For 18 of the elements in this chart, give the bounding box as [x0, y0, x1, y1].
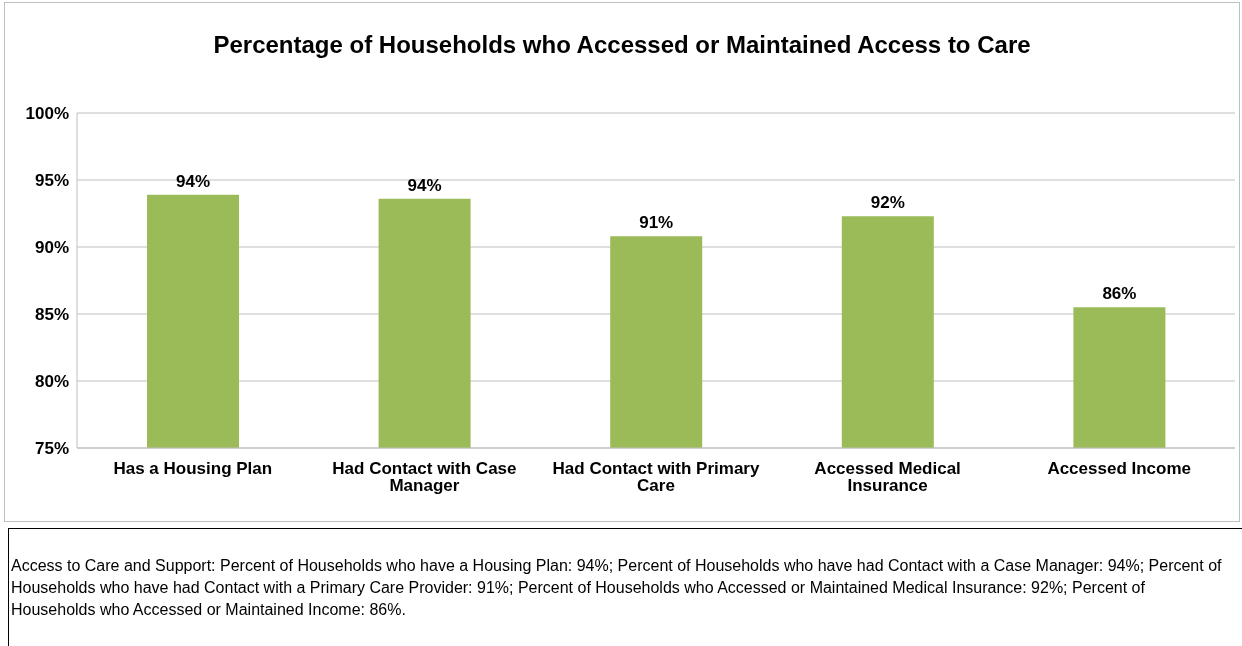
y-tick-label: 85% [34, 305, 69, 325]
y-tick-label: 100% [25, 104, 69, 124]
x-tick-label: Accessed Income [1047, 459, 1192, 479]
x-tick-label: Has a Housing Plan [113, 459, 273, 479]
y-tick-label: 95% [34, 171, 69, 191]
data-label: 94% [407, 175, 442, 195]
y-tick-label: 90% [34, 238, 69, 258]
x-tick-label: Had Contact with Primary Care [552, 459, 760, 496]
text: Access to Care and Support: Percent of Households who have a Housing Plan: 94%; Percent of Households who have had Contact with a Case Manager: 94%; Percent of Households who have had Contact with a Primary Care Provider: 91%; Percent of Households who Accessed or Maintained Medical Insurance: 92%; Percent of Households who Accessed or Maintained Income: 86%. [11, 556, 1223, 620]
data-label: 86% [1102, 284, 1137, 304]
y-tick-label: 80% [34, 372, 69, 392]
y-tick-label: 75% [34, 439, 69, 459]
x-tick-label: Accessed Medical Insurance [814, 459, 961, 496]
data-label: 92% [870, 193, 905, 213]
x-tick-label: Had Contact with Case Manager [332, 459, 517, 496]
data-label: 94% [175, 171, 211, 191]
chart-title: Percentage of Households who Accessed or Maintained Access to Care [212, 31, 1032, 59]
data-label: 91% [639, 213, 674, 233]
